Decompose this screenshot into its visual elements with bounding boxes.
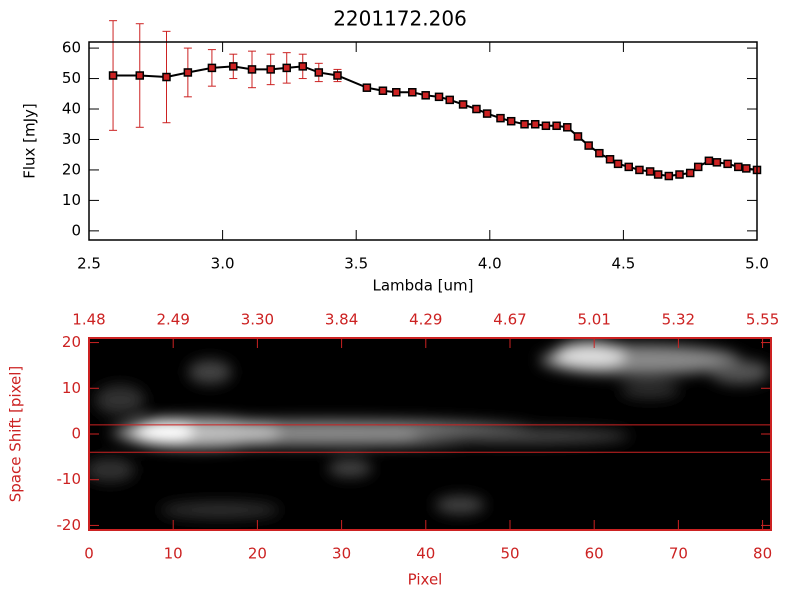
y-tick-label: 50 <box>62 69 81 87</box>
data-point <box>506 116 516 126</box>
y-tick-label: 20 <box>62 160 81 178</box>
image-panel <box>89 338 771 530</box>
data-point <box>472 104 481 114</box>
image-intensity <box>89 342 770 518</box>
x2-tick-label: 4.67 <box>493 311 526 329</box>
plot-frame <box>88 337 772 531</box>
data-point <box>445 95 454 105</box>
x-tick-label: 70 <box>669 545 688 563</box>
plot-frame <box>88 41 758 241</box>
data-point <box>229 62 238 71</box>
x-tick-label: 60 <box>585 545 604 563</box>
x2-tick-label: 4.29 <box>409 311 442 329</box>
data-point <box>734 162 743 172</box>
data-point <box>664 171 674 181</box>
x2-tick-label: 3.30 <box>241 311 274 329</box>
x2-tick-label: 5.55 <box>746 311 779 329</box>
x-tick-label: 40 <box>416 545 435 563</box>
data-point <box>653 170 663 179</box>
data-point <box>693 162 703 172</box>
x-tick-label: 2.5 <box>77 255 101 273</box>
y-tick-label: -20 <box>57 516 82 534</box>
x-axis-label: Lambda [um] <box>373 277 474 295</box>
x-tick-label: 50 <box>500 545 519 563</box>
y-tick-label: 20 <box>62 333 81 351</box>
x-tick-label: 3.0 <box>211 255 235 273</box>
data-point <box>712 158 722 167</box>
data-point <box>378 86 388 95</box>
data-point <box>573 132 583 141</box>
x-tick-label: 5.0 <box>745 255 769 273</box>
data-point <box>624 162 633 172</box>
data-point <box>434 92 444 102</box>
x2-tick-label: 5.32 <box>662 311 695 329</box>
y-tick-label: 0 <box>71 425 81 443</box>
data-point <box>247 65 257 74</box>
x-tick-label: 4.0 <box>478 255 502 273</box>
x-tick-label: 0 <box>84 545 94 563</box>
x-tick-label: 20 <box>248 545 267 563</box>
y-tick-label: 0 <box>71 221 81 239</box>
data-point <box>541 121 551 131</box>
data-point <box>266 65 275 74</box>
y-tick-label: -10 <box>57 470 82 488</box>
data-point <box>108 71 118 80</box>
data-point <box>595 148 604 158</box>
x-tick-label: 80 <box>753 545 772 563</box>
data-point <box>458 100 468 109</box>
data-point <box>392 88 401 97</box>
x2-tick-label: 1.48 <box>72 311 105 329</box>
data-point <box>645 167 655 176</box>
data-point <box>530 119 540 129</box>
data-point <box>675 170 684 179</box>
x2-tick-label: 3.84 <box>325 311 358 329</box>
data-point <box>183 68 193 77</box>
data-point <box>635 165 644 175</box>
data-point <box>605 155 615 164</box>
x2-tick-label: 5.01 <box>577 311 610 329</box>
data-point <box>496 113 505 123</box>
y-tick-label: 60 <box>62 39 81 57</box>
data-point <box>333 71 342 80</box>
data-point <box>613 159 623 169</box>
data-point <box>704 156 714 166</box>
data-point <box>282 63 291 73</box>
data-point <box>298 62 308 71</box>
x-tick-label: 3.5 <box>344 255 368 273</box>
y-tick-label: 10 <box>62 379 81 397</box>
data-point <box>563 123 572 132</box>
data-point <box>135 71 145 80</box>
data-point <box>742 164 751 173</box>
chart-title: 2201172.206 <box>333 7 467 31</box>
data-point <box>552 121 561 131</box>
data-point <box>362 83 372 92</box>
x2-tick-label: 2.49 <box>156 311 189 329</box>
x-axis-label: Pixel <box>408 571 443 589</box>
data-point <box>408 88 417 97</box>
x-tick-label: 4.5 <box>611 255 635 273</box>
x-tick-label: 30 <box>332 545 351 563</box>
y-axis-label: Flux [mJy] <box>21 103 39 179</box>
data-line <box>113 65 758 178</box>
data-point <box>723 159 732 169</box>
data-point <box>520 119 529 129</box>
data-point <box>421 91 430 100</box>
x-tick-label: 10 <box>164 545 183 563</box>
data-point <box>314 68 324 77</box>
data-point <box>685 168 695 178</box>
y-axis-label: Space Shift [pixel] <box>7 366 25 503</box>
data-point <box>162 72 171 82</box>
y-tick-label: 10 <box>62 191 81 209</box>
y-tick-label: 30 <box>62 130 81 148</box>
data-point <box>584 141 593 150</box>
data-point <box>207 63 217 73</box>
data-point <box>482 109 492 118</box>
y-tick-label: 40 <box>62 100 81 118</box>
